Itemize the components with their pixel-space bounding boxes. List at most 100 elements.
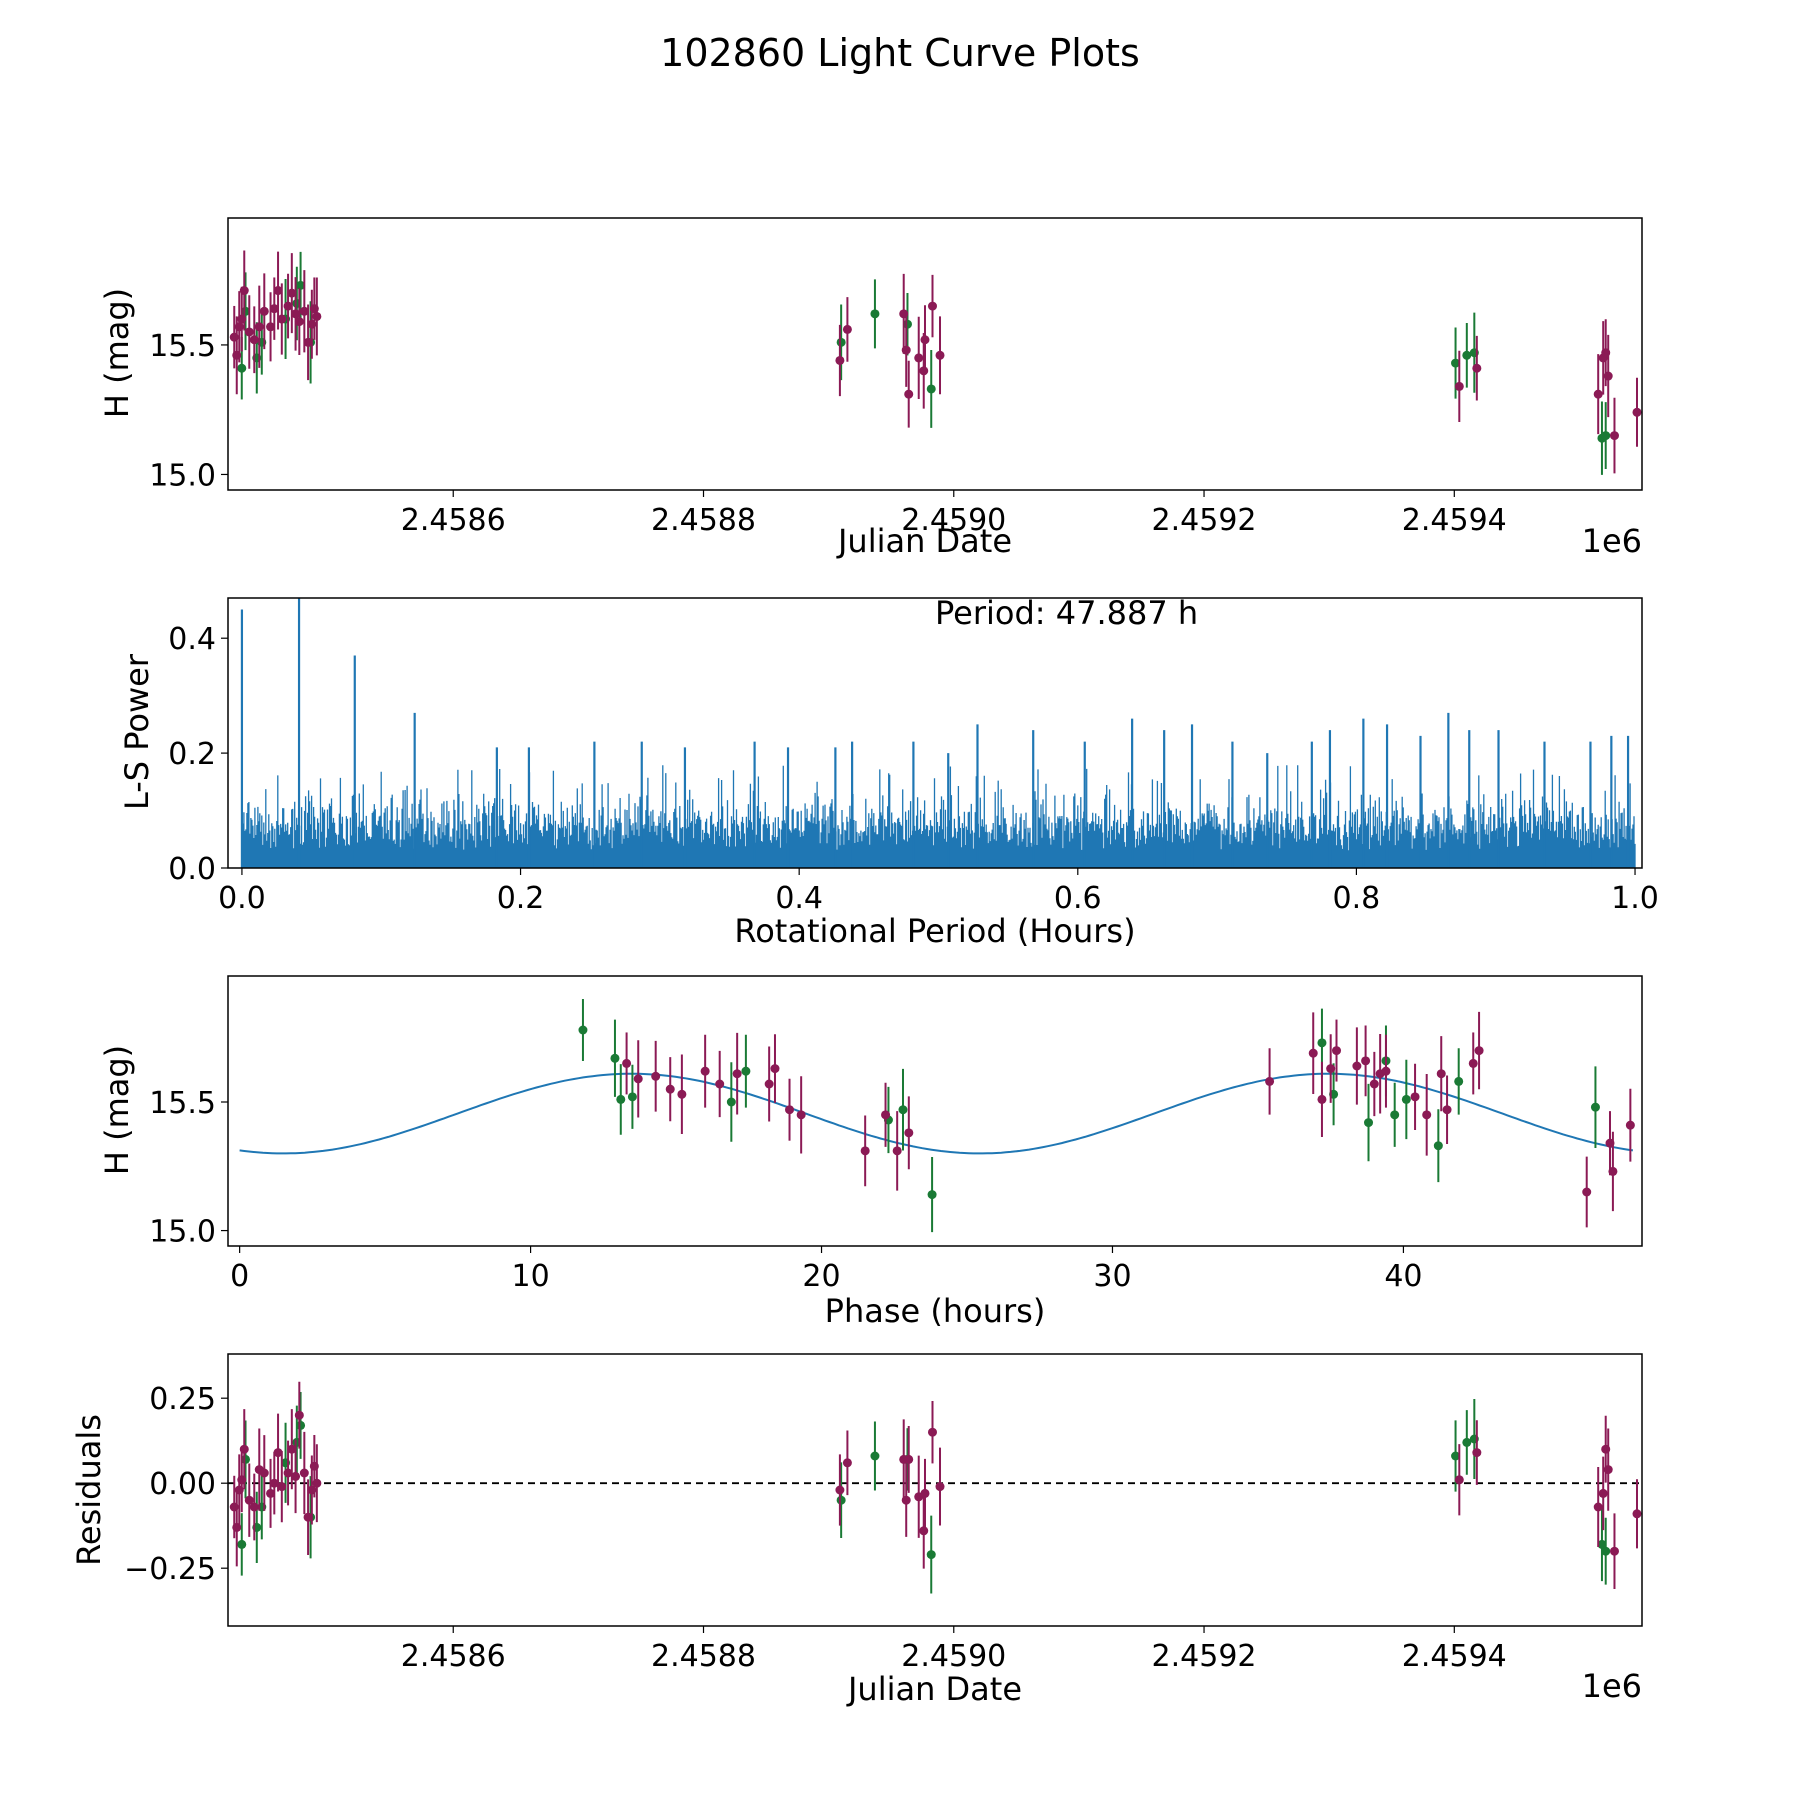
p4-point-green <box>1462 1437 1472 1447</box>
p3-point-purple <box>1625 1120 1635 1130</box>
p3-point-purple <box>860 1146 870 1156</box>
p4-point-purple <box>920 1488 930 1498</box>
p3-point-purple <box>677 1089 687 1099</box>
p4-point-purple <box>1632 1509 1642 1519</box>
panel-4-plot-area <box>228 1381 1642 1594</box>
p4-point-purple <box>935 1482 945 1492</box>
p3-point-purple <box>1369 1079 1379 1089</box>
p4-marks <box>229 1381 1642 1594</box>
p1-xtick-label: 2.4592 <box>1152 503 1257 538</box>
p2-xtick-label: 0.6 <box>1054 881 1102 916</box>
p2-xtick-label: 0.8 <box>1333 881 1381 916</box>
p3-point-purple <box>1474 1046 1484 1056</box>
panel-3-ticks: 0 10 20 30 40 15.0 15.5 <box>149 1086 1422 1294</box>
p4-xtick-label: 2.4594 <box>1402 1639 1507 1674</box>
p4-point-purple <box>294 1410 304 1420</box>
p1-point-purple <box>927 301 937 311</box>
p4-point-purple <box>1472 1448 1482 1458</box>
panel-1-x-offset: 1e6 <box>1582 522 1642 560</box>
panel-3-frame <box>227 975 1643 1247</box>
p1-point-purple <box>1609 431 1619 441</box>
p1-point-purple <box>1603 371 1613 381</box>
p3-point-green <box>1454 1076 1464 1086</box>
panel-2-ylabel: L-S Power <box>118 653 156 810</box>
p1-point-green <box>836 337 846 347</box>
p1-point-purple <box>277 314 287 324</box>
p3-point-purple <box>1381 1066 1391 1076</box>
p3-point-purple <box>700 1066 710 1076</box>
p4-point-green <box>870 1451 880 1461</box>
p3-point-green <box>927 1190 937 1200</box>
p1-point-green <box>296 280 306 290</box>
p4-point-purple <box>269 1478 279 1488</box>
p3-point-purple <box>1608 1166 1618 1176</box>
p1-point-purple <box>239 286 249 296</box>
p1-point-purple <box>312 311 322 321</box>
p1-point-green <box>1451 358 1461 368</box>
p1-point-purple <box>269 304 279 314</box>
p3-point-green <box>616 1094 626 1104</box>
p4-point-purple <box>239 1444 249 1454</box>
p4-point-green <box>926 1550 936 1560</box>
panel-3-ylabel: H (mag) <box>98 1045 136 1175</box>
p3-point-green <box>898 1105 908 1115</box>
p3-xtick-label: 40 <box>1384 1259 1422 1294</box>
p1-point-purple <box>919 366 929 376</box>
p3-xtick-label: 0 <box>230 1259 249 1294</box>
p3-point-purple <box>1436 1069 1446 1079</box>
p1-point-green <box>926 384 936 394</box>
panel-h-vs-jd: 2.4586 2.4588 2.4590 2.4592 2.4594 15.0 15.5 J… <box>98 217 1643 560</box>
p3-point-purple <box>622 1058 632 1068</box>
p1-point-purple <box>904 389 914 399</box>
p4-point-green <box>1601 1546 1611 1556</box>
p3-point-purple <box>665 1084 675 1094</box>
p1-point-purple <box>914 353 924 363</box>
p4-point-green <box>296 1420 306 1430</box>
p3-point-purple <box>904 1128 914 1138</box>
p1-point-purple <box>1593 389 1603 399</box>
panel-2-xlabel: Rotational Period (Hours) <box>734 912 1135 950</box>
p3-point-purple <box>1442 1105 1452 1115</box>
p1-point-purple <box>266 322 276 332</box>
p2-xtick-label: 0.0 <box>218 881 266 916</box>
p4-point-purple <box>259 1468 269 1478</box>
p4-point-purple <box>283 1468 293 1478</box>
p1-xtick-label: 2.4594 <box>1402 503 1507 538</box>
p4-xtick-label: 2.4586 <box>401 1639 506 1674</box>
p1-point-green <box>870 309 880 319</box>
p2-ytick-label: 0.0 <box>168 852 216 887</box>
p3-ytick-label: 15.0 <box>149 1215 216 1250</box>
p1-xtick-label: 2.4590 <box>901 503 1006 538</box>
p1-point-green <box>1462 350 1472 360</box>
p3-point-green <box>627 1092 637 1102</box>
p1-point-purple <box>842 324 852 334</box>
p4-point-purple <box>904 1454 914 1464</box>
p1-point-purple <box>935 350 945 360</box>
p3-point-purple <box>1361 1056 1371 1066</box>
p4-ytick-label: −0.25 <box>124 1552 216 1587</box>
p3-point-green <box>1364 1118 1374 1128</box>
p4-point-purple <box>901 1495 911 1505</box>
p4-point-purple <box>1454 1475 1464 1485</box>
p4-xtick-label: 2.4592 <box>1152 1639 1257 1674</box>
p3-point-purple <box>1468 1058 1478 1068</box>
p4-point-green <box>237 1539 247 1549</box>
panel-2-ticks: 0.0 0.2 0.4 0.6 0.8 1.0 0.0 0.2 0.4 <box>168 622 1659 916</box>
panel-4-x-offset: 1e6 <box>1582 1667 1642 1705</box>
p3-point-purple <box>1422 1110 1432 1120</box>
p4-point-purple <box>835 1485 845 1495</box>
p4-point-purple <box>299 1468 309 1478</box>
panel-periodogram: 0.0 0.2 0.4 0.6 0.8 1.0 0.0 0.2 0.4 Period: 47.8… <box>118 594 1659 950</box>
p3-point-green <box>741 1066 751 1076</box>
p4-ytick-label: 0.00 <box>149 1467 216 1502</box>
panel-1-xlabel: Julian Date <box>836 522 1012 560</box>
p1-point-purple <box>283 301 293 311</box>
p1-point-purple <box>1472 363 1482 373</box>
p2-xtick-label: 0.2 <box>497 881 545 916</box>
p3-xtick-label: 10 <box>511 1259 549 1294</box>
panel-2-plot-area <box>240 598 1636 868</box>
p1-point-purple <box>1632 407 1642 417</box>
p3-point-purple <box>1308 1048 1318 1058</box>
panel-4-frame <box>227 1353 1643 1627</box>
p1-ytick-label: 15.0 <box>149 458 216 493</box>
